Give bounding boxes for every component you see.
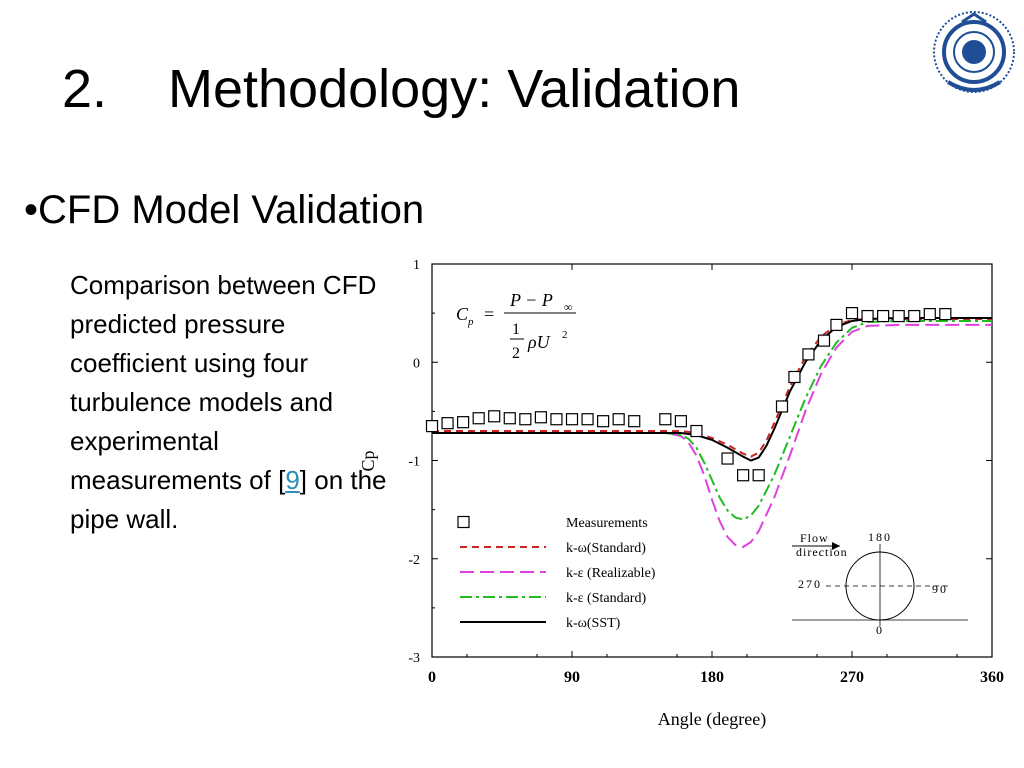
measurement-point	[788, 370, 801, 384]
measurement-point	[472, 412, 485, 425]
y-tick-label: 0	[413, 356, 420, 371]
measurement-point	[817, 334, 831, 347]
legend-marker-measurements	[457, 515, 470, 529]
x-axis-label: Angle (degree)	[658, 709, 766, 730]
legend-label-1: k-ε (Realizable)	[566, 566, 656, 581]
inset-angle-left: 270	[798, 577, 822, 591]
measurement-point	[519, 413, 532, 426]
inset-flow-label: Flow	[800, 531, 829, 545]
series-line-2	[432, 320, 992, 521]
measurement-point	[441, 417, 454, 430]
formula-lhs-sub: p	[467, 316, 474, 328]
x-tick-label: 180	[700, 669, 724, 686]
measurement-point	[908, 309, 921, 323]
y-tick-label: 1	[413, 258, 420, 273]
y-tick-label: -2	[408, 553, 420, 568]
measurement-point	[737, 469, 750, 482]
series-line-0	[432, 318, 992, 458]
measurement-point	[775, 400, 789, 413]
measurement-point	[425, 420, 439, 433]
slide-title: 2. Methodology: Validation	[62, 58, 740, 120]
measurement-point	[802, 348, 815, 361]
inset-direction-label: direction	[796, 545, 848, 559]
slide-title-number: 2.	[62, 59, 108, 119]
cp-formula: C p = P − P ∞ 1 2 ρU 2	[456, 290, 576, 362]
legend-label-0: k-ω(Standard)	[566, 541, 646, 556]
description-before: Comparison between CFD predicted pressur…	[70, 270, 377, 495]
legend-label-2: k-ε (Standard)	[566, 591, 646, 606]
formula-rho-u: ρU	[527, 332, 551, 352]
reference-link[interactable]: 9	[285, 465, 300, 495]
measurement-point	[923, 308, 936, 321]
description-after: ] on the pipe wall.	[70, 465, 387, 534]
flow-arrow-head	[832, 542, 840, 550]
x-tick-label: 0	[428, 669, 436, 686]
inset-angle-bottom: 0	[876, 623, 882, 637]
slide-title-text: Methodology: Validation	[168, 59, 741, 119]
measurement-point	[752, 469, 765, 482]
inset-angle-top: 180	[868, 530, 892, 544]
series-line-1	[432, 323, 992, 549]
formula-half-num: 1	[512, 321, 520, 338]
formula-lhs: C	[456, 304, 469, 324]
description-text: Comparison between CFD predicted pressur…	[70, 266, 390, 539]
y-tick-label: -3	[408, 651, 420, 666]
measurement-point	[534, 411, 547, 424]
formula-half-den: 2	[512, 345, 520, 362]
measurement-point	[830, 318, 843, 332]
measurement-point	[939, 308, 952, 321]
legend-label-3: k-ω(SST)	[566, 616, 621, 631]
university-seal-icon	[933, 11, 1015, 93]
y-tick-label: -1	[408, 455, 420, 470]
x-tick-label: 90	[564, 669, 580, 686]
formula-numerator: P − P	[509, 290, 553, 310]
measurement-point	[628, 415, 641, 428]
measurement-point	[503, 412, 516, 425]
measurement-point	[612, 413, 625, 426]
measurement-point	[488, 410, 501, 423]
measurement-point	[877, 309, 890, 323]
x-tick-label: 270	[840, 669, 864, 686]
measurement-point	[597, 415, 610, 428]
measurement-point	[565, 413, 579, 426]
measurement-point	[892, 309, 905, 323]
formula-sq: 2	[562, 329, 568, 341]
inset-angle-right: 90	[932, 582, 948, 596]
measurement-point	[581, 413, 594, 426]
legend-label-measurements: Measurements	[566, 516, 648, 531]
formula-numerator-sub: ∞	[564, 300, 573, 314]
measurement-point	[550, 413, 563, 426]
x-tick-label: 360	[980, 669, 1004, 686]
formula-eq: =	[484, 304, 494, 324]
measurement-point	[861, 309, 874, 323]
measurement-point	[721, 452, 734, 465]
bullet-heading: •CFD Model Validation	[24, 188, 425, 232]
measurement-point	[845, 307, 859, 320]
pressure-coefficient-chart: 0 90 180 270 360 10-1-2-3 Angle (degree) Cp …	[360, 258, 1004, 730]
measurement-point	[690, 424, 703, 438]
measurement-point	[457, 416, 470, 429]
flow-direction-inset: Flow direction 180 270 90 0	[792, 530, 968, 637]
measurement-point	[659, 413, 672, 426]
y-axis-label: Cp	[360, 450, 378, 471]
measurement-point	[674, 415, 687, 428]
